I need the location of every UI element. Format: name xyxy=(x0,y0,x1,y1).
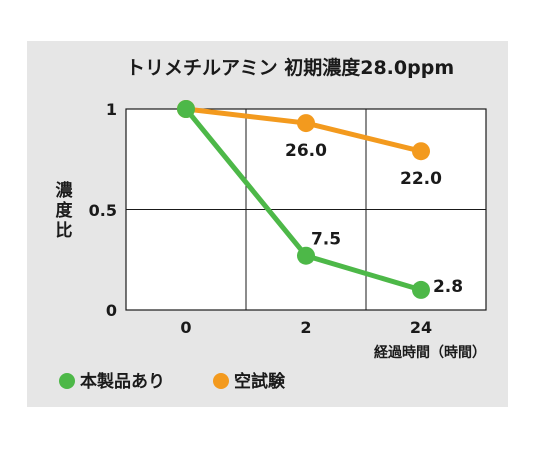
y-axis-label-char-3: 比 xyxy=(56,220,73,241)
y-axis-label-char-1: 濃 xyxy=(56,180,74,201)
y-axis-label-char-2: 度 xyxy=(56,200,74,221)
plot-border xyxy=(125,108,487,311)
data-label-honseihin-24: 2.8 xyxy=(433,277,463,297)
data-point-honseihin-2 xyxy=(297,246,315,265)
data-label-kuushiken-2: 26.0 xyxy=(285,141,327,161)
x-tick-label-2: 2 xyxy=(300,318,311,337)
legend-label-kuushiken: 空試験 xyxy=(234,371,286,392)
y-axis-label: 濃 度 比 xyxy=(56,180,74,241)
legend: 本製品あり 空試験 xyxy=(59,371,286,392)
data-label-kuushiken-24: 22.0 xyxy=(400,169,442,189)
data-point-honseihin-24 xyxy=(412,280,430,299)
legend-marker-honseihin xyxy=(59,373,75,389)
data-point-kuushiken-24 xyxy=(412,142,430,161)
data-label-honseihin-2: 7.5 xyxy=(311,230,341,250)
chart-title: トリメチルアミン 初期濃度28.0ppm xyxy=(126,56,454,79)
y-tick-label-1: 1 xyxy=(106,100,117,119)
grid-lines xyxy=(126,109,486,310)
legend-marker-kuushiken xyxy=(213,373,229,389)
x-tick-label-0: 0 xyxy=(180,318,191,337)
x-tick-label-24: 24 xyxy=(410,318,432,337)
data-point-kuushiken-2 xyxy=(297,114,315,133)
y-tick-label-0: 0 xyxy=(106,301,117,320)
series-layer: 26.0 22.0 7.5 2.8 xyxy=(177,100,463,299)
x-axis-label: 経過時間（時間） xyxy=(374,344,486,361)
legend-label-honseihin: 本製品あり xyxy=(80,371,165,392)
data-point-honseihin-0 xyxy=(177,100,195,118)
y-tick-label-0-5: 0.5 xyxy=(89,201,117,220)
